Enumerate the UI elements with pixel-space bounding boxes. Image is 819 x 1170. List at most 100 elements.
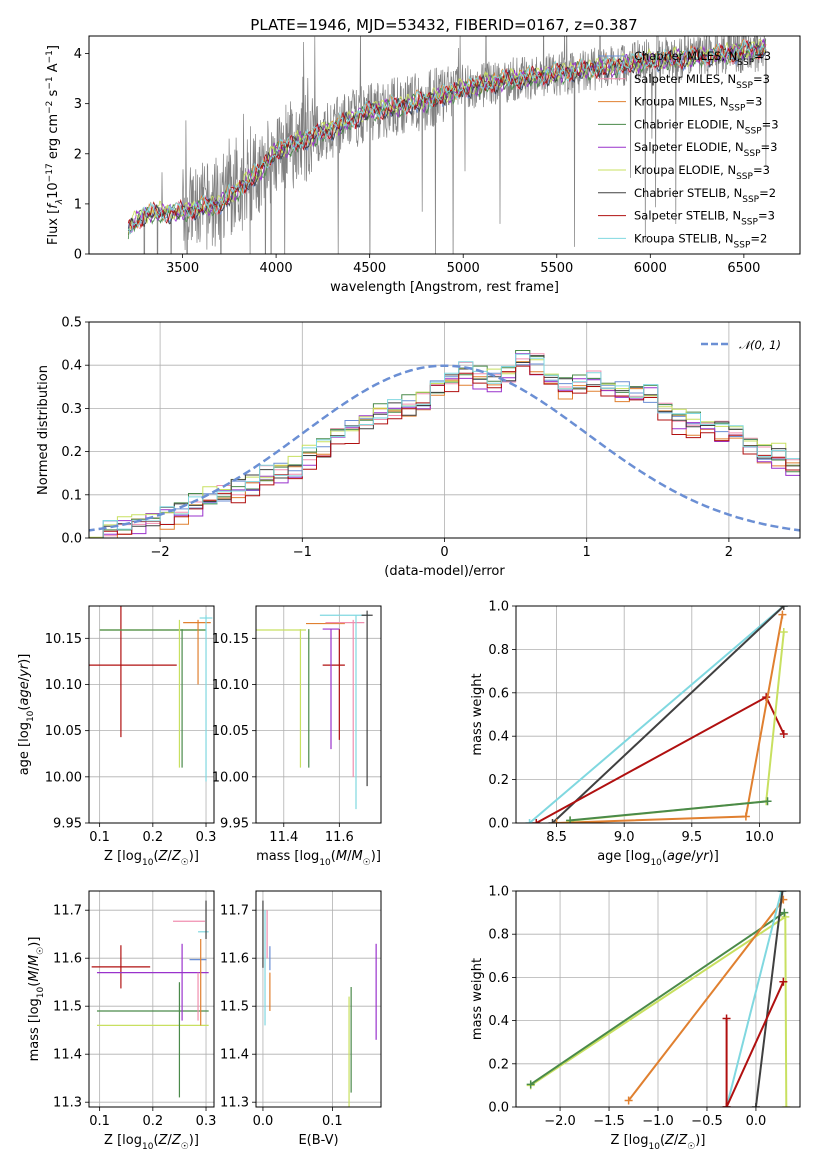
label-part: 10 <box>26 710 36 722</box>
histogram-step-line <box>89 359 800 538</box>
residuals-xlabel: (data-model)/error <box>384 564 505 579</box>
label-part: )] <box>371 849 381 864</box>
mass_weight_vs_age-frame <box>515 605 801 824</box>
gaussian-legend-label: 𝒩(0, 1) <box>739 338 781 352</box>
mass-weight-line <box>627 898 785 1102</box>
mass-weight-line <box>725 891 783 1107</box>
age_vs_Z-xlabel: Z [log10(Z/Z☉)] <box>104 849 199 868</box>
label-part: log <box>631 849 651 864</box>
histogram-step-line <box>89 353 800 538</box>
x-tick-label: 5000 <box>447 261 480 276</box>
label-part: SSP <box>737 58 754 68</box>
spectrum-axes: 3500 4000 4500 5000 5500 6000 6500 0 1 2 3 4 <box>74 47 761 276</box>
legend-label: Kroupa STELIB, NSSP=2 <box>634 231 767 250</box>
x-tick-label: 0.1 <box>89 830 110 845</box>
plots-layer: 3500 4000 4500 5000 5500 6000 6500 0 1 2 3 4 Chabrie… <box>17 35 801 1152</box>
x-tick-label: −2 <box>151 545 170 560</box>
label-part: Z [ <box>611 1133 629 1148</box>
x-tick-label: 11.6 <box>325 830 354 845</box>
age_vs_Z-axes: 0.1 0.2 0.3 9.95 10.00 10.05 10.10 10.15 <box>45 606 216 845</box>
y-tick-label: 0.5 <box>61 316 82 331</box>
x-tick-label: −1.0 <box>642 1114 674 1129</box>
y-tick-label: 9.95 <box>220 817 249 832</box>
y-tick-label: 10.00 <box>212 770 249 785</box>
label-part: 𝒩(0, 1) <box>739 338 781 352</box>
label-part: SSP <box>745 126 762 136</box>
label-part: M <box>27 970 42 981</box>
label-part: log <box>27 998 42 1018</box>
label-part: Kroupa MILES, N <box>634 95 729 109</box>
mass-weight-marker <box>532 819 541 823</box>
mass-weight-marker <box>779 606 788 610</box>
y-tick-label: 1.0 <box>488 885 509 900</box>
model-spectrum-line <box>127 40 767 230</box>
mass_vs_Z-points <box>91 900 209 1098</box>
label-part: ] <box>46 45 61 50</box>
y-tick-label: 11.6 <box>53 952 82 967</box>
label-part: M <box>351 849 362 864</box>
x-tick-label: 0.2 <box>142 830 163 845</box>
y-tick-label: 11.3 <box>220 1096 249 1111</box>
errorbar-point <box>89 606 177 738</box>
label-part: )] <box>709 849 719 864</box>
label-part: 10 <box>36 986 46 998</box>
y-tick-label: 10.05 <box>45 724 82 739</box>
x-tick-label: 0.3 <box>196 1114 217 1129</box>
label-part: 10 <box>648 1142 660 1152</box>
label-part: M <box>336 849 347 864</box>
x-tick-label: 4500 <box>353 261 386 276</box>
mass-weight-marker <box>778 610 787 619</box>
mass-weight-marker <box>525 819 534 823</box>
mass_vs_ebv-xlabel: E(B-V) <box>298 1133 338 1148</box>
x-tick-label: 0 <box>440 545 448 560</box>
label-part: wavelength [Angstrom, rest frame] <box>330 280 559 295</box>
label-part: ( <box>662 849 667 864</box>
mass-weight-marker <box>548 819 557 823</box>
mass_vs_Z-frame <box>88 890 215 1108</box>
histogram-step-line <box>89 355 800 538</box>
y-tick-label: 1 <box>74 197 82 212</box>
histogram-step-line <box>89 365 800 538</box>
age_vs_mass-axes: 11.4 11.6 9.95 10.00 10.05 10.10 10.15 <box>212 606 381 845</box>
age_vs_mass-points <box>256 610 373 810</box>
y-tick-label: 11.7 <box>220 904 249 919</box>
label-part: SSP <box>742 195 759 205</box>
y-tick-label: 4 <box>74 47 82 62</box>
label-part: log <box>122 1133 142 1148</box>
spectrum-frame <box>88 35 801 255</box>
label-part: ☉ <box>181 1142 189 1152</box>
y-tick-label: 10.05 <box>212 724 249 739</box>
label-part: ( <box>331 849 336 864</box>
y-tick-label: 0.6 <box>488 971 509 986</box>
mass-weight-line <box>570 800 768 822</box>
label-part: Z <box>171 849 182 864</box>
label-part: Normed distribution <box>36 365 51 495</box>
label-part: =3 <box>745 95 762 109</box>
label-part: =3 <box>753 72 770 86</box>
y-tick-label: 10.15 <box>45 632 82 647</box>
y-tick-label: 10.10 <box>212 678 249 693</box>
histogram-step-line <box>89 363 800 538</box>
x-tick-label: 2 <box>725 545 733 560</box>
label-part: log <box>299 849 319 864</box>
label-part: / <box>674 1133 679 1148</box>
y-tick-label: 3 <box>74 97 82 112</box>
label-part: Salpeter STELIB, N <box>634 209 741 223</box>
label-part: ( <box>27 982 42 987</box>
residuals-ylabel: Normed distribution <box>36 365 51 495</box>
label-part: ( <box>153 1133 158 1148</box>
mass-weight-marker <box>624 1096 633 1105</box>
y-tick-label: 0.2 <box>488 773 509 788</box>
model-spectrum-line <box>127 40 767 235</box>
spectrum-ylabel: Flux [fλ10−17 erg cm−2 s−1 A−1] <box>45 45 65 245</box>
label-part: age [ <box>17 742 32 775</box>
legend-label: Chabrier MILES, NSSP=3 <box>634 49 771 68</box>
mass-weight-line <box>528 606 785 823</box>
label-part: Chabrier STELIB, N <box>634 186 742 200</box>
label-part: =2 <box>759 186 776 200</box>
mass-weight-marker <box>779 730 788 739</box>
mass_vs_ebv-points <box>262 900 377 1107</box>
label-part: A <box>46 63 61 76</box>
label-part: )] <box>17 654 32 664</box>
label-part: age <box>17 681 32 705</box>
